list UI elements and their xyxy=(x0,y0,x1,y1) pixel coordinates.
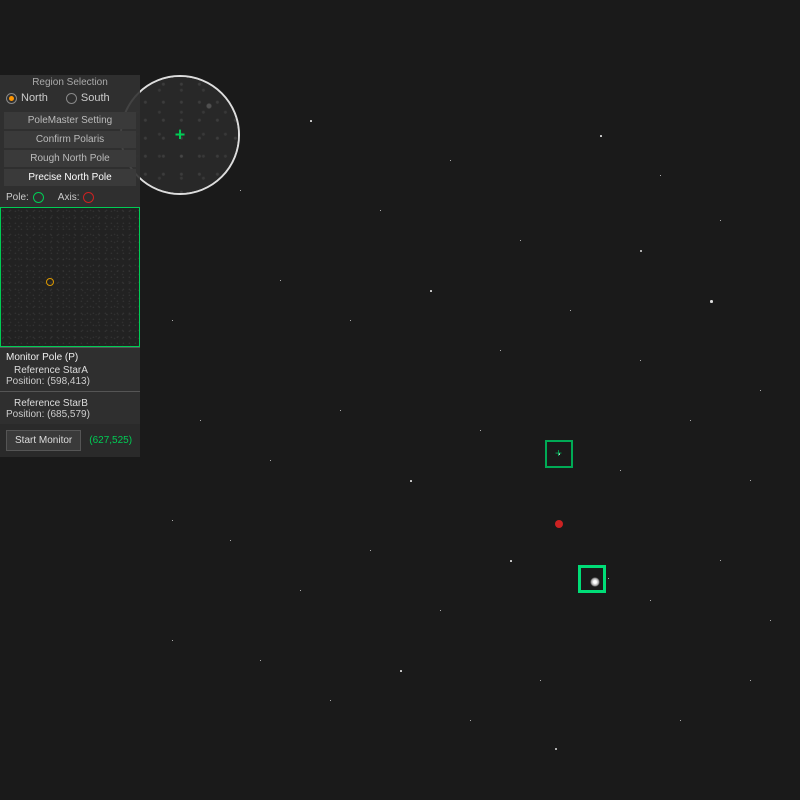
star xyxy=(750,480,751,481)
star xyxy=(310,120,312,122)
star xyxy=(340,410,341,411)
star-b-label: Reference StarB xyxy=(6,398,134,409)
plus-icon: + xyxy=(555,446,562,460)
star xyxy=(600,135,602,137)
zoom-preview[interactable] xyxy=(0,207,140,347)
star xyxy=(510,560,512,562)
star xyxy=(370,550,371,551)
star-b-section: Reference StarB Position: (685,579) xyxy=(0,391,140,424)
star xyxy=(620,470,621,471)
monitor-pole-title: Monitor Pole (P) xyxy=(6,352,134,363)
star xyxy=(270,460,271,461)
polemaster-setting-button[interactable]: PoleMaster Setting xyxy=(4,112,136,129)
star xyxy=(760,390,761,391)
star xyxy=(660,175,661,176)
star xyxy=(400,670,402,672)
star xyxy=(430,290,432,292)
star xyxy=(750,680,751,681)
star xyxy=(200,420,201,421)
preview-target-icon xyxy=(46,278,54,286)
rough-north-pole-button[interactable]: Rough North Pole xyxy=(4,150,136,167)
star xyxy=(540,680,541,681)
monitor-coordinates: (627,525) xyxy=(89,435,132,446)
south-radio[interactable]: South xyxy=(66,92,110,104)
star-b-position: Position: (685,579) xyxy=(6,409,134,420)
hemisphere-radio-group: North South xyxy=(0,90,140,110)
star xyxy=(172,320,173,321)
star xyxy=(570,310,571,311)
axis-circle-icon xyxy=(83,192,94,203)
star xyxy=(172,520,173,521)
star xyxy=(770,620,771,621)
star xyxy=(380,210,381,211)
confirm-polaris-button[interactable]: Confirm Polaris xyxy=(4,131,136,148)
star xyxy=(555,748,557,750)
star xyxy=(720,560,721,561)
control-sidebar: Region Selection North South PoleMaster … xyxy=(0,75,140,457)
pole-circle-icon xyxy=(33,192,44,203)
star xyxy=(680,720,681,721)
monitor-pole-section: Monitor Pole (P) Reference StarA Positio… xyxy=(0,347,140,391)
star xyxy=(300,590,301,591)
star xyxy=(350,320,351,321)
star xyxy=(640,360,641,361)
pole-label: Pole: xyxy=(6,192,29,203)
star xyxy=(720,220,721,221)
star xyxy=(330,700,331,701)
star-a-label: Reference StarA xyxy=(6,365,134,376)
star xyxy=(470,720,471,721)
star xyxy=(230,540,231,541)
star xyxy=(450,160,451,161)
star xyxy=(520,240,521,241)
star xyxy=(440,610,441,611)
star xyxy=(710,300,713,303)
north-radio[interactable]: North xyxy=(6,92,48,104)
preview-noise xyxy=(1,208,139,346)
star xyxy=(280,280,281,281)
star xyxy=(500,350,501,351)
reference-star-b-marker[interactable] xyxy=(578,565,606,593)
star xyxy=(608,578,609,579)
monitor-controls: Start Monitor (627,525) xyxy=(0,424,140,457)
star xyxy=(650,600,651,601)
precise-north-pole-button[interactable]: Precise North Pole xyxy=(4,169,136,186)
south-label: South xyxy=(81,92,110,104)
reference-star-a-marker[interactable]: + xyxy=(545,440,573,468)
radio-selected-icon xyxy=(6,93,17,104)
star xyxy=(240,190,241,191)
star xyxy=(260,660,261,661)
star xyxy=(690,420,691,421)
pole-axis-legend: Pole: Axis: xyxy=(0,188,140,207)
region-selection-title: Region Selection xyxy=(0,75,140,90)
start-monitor-button[interactable]: Start Monitor xyxy=(6,430,81,451)
star xyxy=(172,640,173,641)
star xyxy=(410,480,412,482)
star xyxy=(640,250,642,252)
north-label: North xyxy=(21,92,48,104)
axis-marker xyxy=(555,520,563,528)
star-a-position: Position: (598,413) xyxy=(6,376,134,387)
radio-unselected-icon xyxy=(66,93,77,104)
crosshair-icon: + xyxy=(175,125,186,146)
bright-star-icon xyxy=(590,577,600,587)
star xyxy=(480,430,481,431)
axis-label: Axis: xyxy=(58,192,80,203)
